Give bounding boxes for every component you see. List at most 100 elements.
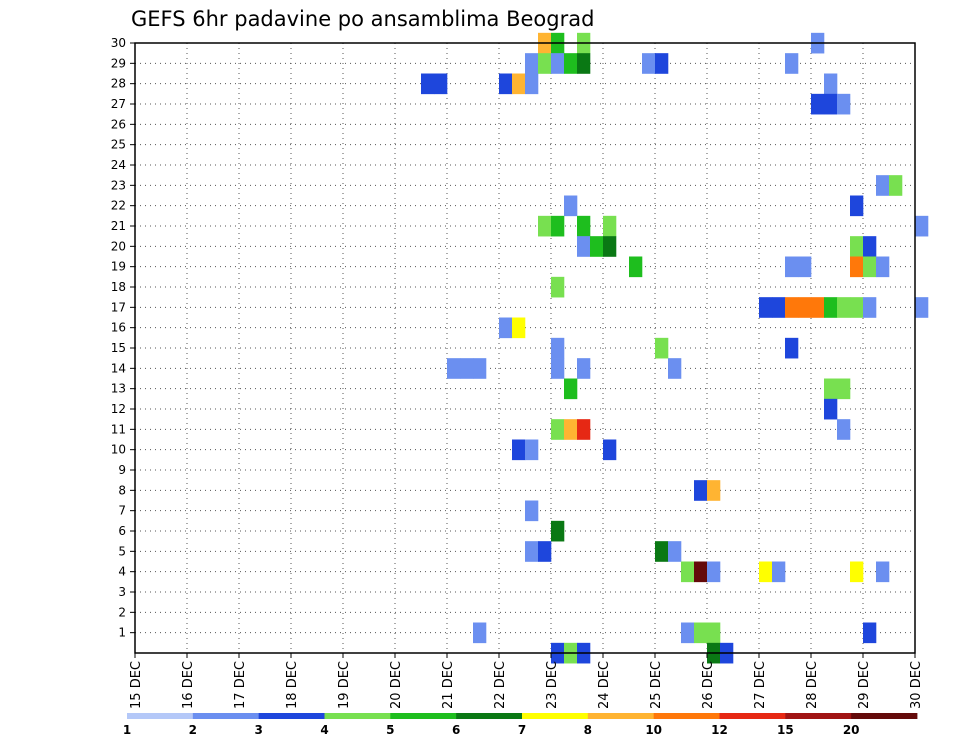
precip-cell [447, 358, 461, 379]
colorbar-label: 10 [645, 723, 662, 737]
colorbar-swatch [587, 713, 655, 719]
x-tick-label: 26 DEC [701, 661, 716, 709]
colorbar-label: 20 [843, 723, 860, 737]
colorbar-swatch [324, 713, 391, 719]
precip-cell [694, 561, 708, 583]
precip-cell [785, 256, 799, 278]
precip-cell [538, 53, 552, 74]
precip-cell [577, 53, 591, 74]
precip-cell [824, 73, 838, 95]
y-tick-label: 27 [111, 97, 126, 111]
colorbar-label: 5 [386, 723, 394, 737]
precip-cell [512, 317, 526, 339]
x-tick-label: 27 DEC [753, 661, 768, 709]
precip-cell [681, 561, 695, 583]
precip-cell [603, 236, 617, 257]
x-tick-label: 23 DEC [545, 661, 560, 709]
precip-cell [707, 561, 721, 583]
precip-cell [473, 622, 487, 644]
y-tick-label: 17 [111, 300, 126, 314]
precip-cell [863, 297, 877, 318]
y-tick-label: 13 [111, 382, 126, 396]
precip-cell [577, 215, 591, 237]
colorbar-swatch [258, 713, 325, 719]
precip-cell [603, 215, 617, 237]
precip-cell [824, 398, 838, 420]
x-tick-label: 19 DEC [337, 661, 352, 709]
precip-cell [564, 53, 578, 74]
precip-cell [473, 358, 487, 379]
precip-cell [824, 378, 838, 400]
x-tick-label: 21 DEC [441, 661, 456, 709]
x-tick-label: 16 DEC [181, 661, 196, 709]
colorbar-swatch [719, 713, 786, 719]
precip-cell [668, 358, 682, 379]
precip-cell [798, 297, 812, 318]
y-tick-label: 30 [111, 36, 126, 50]
precip-cell [538, 215, 552, 237]
y-tick-label: 21 [111, 219, 126, 233]
precip-cell [798, 256, 812, 278]
precip-cell [551, 520, 565, 542]
precip-cell [863, 236, 877, 257]
colorbar-label: 15 [777, 723, 794, 737]
y-tick-label: 10 [111, 443, 126, 457]
precip-cell [850, 256, 864, 278]
precip-cell [824, 297, 838, 318]
precip-cell [694, 622, 708, 644]
precip-cell [564, 195, 578, 217]
precip-cell [681, 622, 695, 644]
precip-cell [707, 622, 721, 644]
colorbar-label: 6 [452, 723, 460, 737]
x-tick-label: 22 DEC [493, 661, 508, 709]
precip-cell [811, 93, 825, 115]
x-tick-label: 25 DEC [649, 661, 664, 709]
colorbar-label: 2 [189, 723, 197, 737]
y-tick-label: 12 [111, 402, 126, 416]
precip-cell [824, 93, 838, 115]
y-tick-label: 23 [111, 178, 126, 192]
precip-cell [785, 337, 799, 359]
y-tick-label: 4 [118, 565, 126, 579]
colorbar-swatch [653, 713, 720, 719]
colorbar-swatch [192, 713, 260, 719]
precip-cell [551, 53, 565, 74]
precip-cell [538, 541, 552, 562]
chart-title: GEFS 6hr padavine po ansamblima Beograd [131, 7, 594, 31]
precip-cell [785, 297, 799, 318]
precip-cell [499, 73, 513, 95]
precip-cell [759, 561, 773, 583]
precip-cell [564, 419, 578, 440]
x-tick-label: 24 DEC [597, 661, 612, 709]
colorbar-swatch [785, 713, 852, 719]
precip-cell [837, 93, 851, 115]
colorbar-label: 1 [123, 723, 131, 737]
precip-cell [525, 73, 539, 95]
y-tick-label: 29 [111, 56, 126, 70]
colorbar-swatch [522, 713, 589, 719]
y-tick-label: 20 [111, 239, 126, 253]
precip-cell [707, 480, 721, 501]
y-tick-label: 25 [111, 138, 126, 152]
precip-cell [499, 317, 513, 339]
precip-cell [655, 337, 669, 359]
x-tick-label: 15 DEC [129, 661, 144, 709]
colorbar-label: 3 [254, 723, 262, 737]
precip-cell [564, 378, 578, 400]
precip-cell [694, 480, 708, 501]
colorbar-legend: 1 2 3 4 5 6 7 8 10 12 15 20 [123, 713, 918, 737]
precip-cell [551, 358, 565, 379]
colorbar-swatch [851, 713, 918, 719]
precip-cell [525, 53, 539, 74]
precip-cell [772, 561, 786, 583]
colorbar-swatch [456, 713, 523, 719]
precip-cell [785, 53, 799, 74]
precip-cell [876, 561, 890, 583]
precip-cell [850, 236, 864, 257]
y-tick-label: 18 [111, 280, 126, 294]
x-tick-label: 28 DEC [805, 661, 820, 709]
precip-cell [590, 236, 604, 257]
y-tick-label: 15 [111, 341, 126, 355]
y-tick-label: 9 [118, 463, 126, 477]
